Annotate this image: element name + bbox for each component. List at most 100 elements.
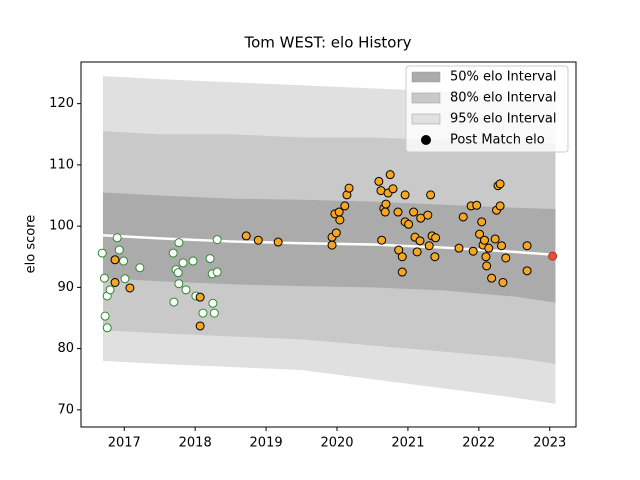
legend-marker	[421, 135, 431, 145]
x-tick-label: 2019	[250, 436, 283, 451]
post-match-point	[212, 267, 222, 277]
post-match-point	[548, 251, 558, 261]
legend-label: 50% elo Interval	[450, 70, 557, 85]
post-match-point	[426, 190, 436, 200]
post-match-point	[331, 228, 341, 238]
post-match-point	[487, 273, 497, 283]
post-match-point	[501, 253, 511, 263]
post-match-point	[385, 170, 395, 180]
post-match-point	[120, 274, 130, 284]
legend-label: Post Match elo	[450, 133, 545, 148]
post-match-point	[490, 234, 500, 244]
post-match-point	[495, 201, 505, 211]
post-match-point	[472, 200, 482, 210]
post-match-point	[497, 241, 507, 251]
post-match-point	[110, 277, 120, 287]
post-match-point	[173, 268, 183, 278]
post-match-point	[169, 297, 179, 307]
post-match-point	[114, 245, 124, 255]
y-tick-label: 120	[49, 96, 74, 111]
y-tick-label: 70	[57, 402, 74, 417]
post-match-point	[212, 235, 222, 245]
post-match-point	[110, 255, 120, 265]
x-tick-label: 2018	[179, 436, 212, 451]
post-match-point	[468, 246, 478, 256]
axes-frame	[80, 61, 577, 428]
post-match-point	[241, 231, 251, 241]
post-match-point	[381, 199, 391, 209]
post-match-point	[195, 321, 205, 331]
post-match-point	[377, 235, 387, 245]
y-axis-label: elo score	[24, 215, 39, 274]
post-match-point	[454, 243, 464, 253]
post-match-point	[458, 212, 468, 222]
post-match-point	[174, 238, 184, 248]
post-match-point	[198, 308, 208, 318]
post-match-point	[174, 279, 184, 289]
post-match-point	[424, 241, 434, 251]
post-match-point	[125, 283, 135, 293]
x-tick-label: 2017	[108, 436, 141, 451]
post-match-point	[178, 258, 188, 268]
post-match-point	[380, 207, 390, 217]
post-match-point	[477, 217, 487, 227]
legend-box	[405, 65, 569, 153]
post-match-point	[119, 256, 129, 266]
post-match-point	[195, 292, 205, 302]
post-match-point	[522, 266, 532, 276]
post-match-point	[522, 241, 532, 251]
post-match-point	[208, 298, 218, 308]
post-match-point	[498, 277, 508, 287]
post-match-point	[97, 248, 107, 258]
post-match-point	[273, 237, 283, 247]
y-tick-label: 90	[57, 280, 74, 295]
post-match-point	[388, 184, 398, 194]
post-match-point	[475, 229, 485, 239]
legend: 50% elo Interval 80% elo Interval 95% elo …	[405, 65, 569, 153]
post-match-point	[105, 285, 115, 295]
post-match-point	[484, 243, 494, 253]
x-tick-label: 2023	[533, 436, 566, 451]
x-tick-label: 2020	[320, 436, 353, 451]
post-match-point	[344, 183, 354, 193]
post-match-point	[374, 176, 384, 186]
mean-line	[102, 234, 556, 257]
y-tick-label: 100	[49, 219, 74, 234]
post-match-point	[253, 235, 263, 245]
post-match-point	[430, 252, 440, 262]
post-match-point	[335, 215, 345, 225]
post-match-point	[409, 207, 419, 217]
post-match-point	[209, 308, 219, 318]
legend-swatch	[411, 113, 441, 125]
x-tick-label: 2022	[462, 436, 495, 451]
legend-label: 95% elo Interval	[450, 112, 557, 127]
chart-title: Tom WEST: elo History	[243, 34, 411, 52]
post-match-point	[412, 247, 422, 257]
post-match-point	[205, 254, 215, 264]
legend-swatch	[411, 92, 441, 104]
post-match-point	[400, 190, 410, 200]
post-match-point	[481, 252, 491, 262]
y-tick-label: 110	[49, 157, 74, 172]
post-match-point	[102, 323, 112, 333]
post-match-point	[423, 210, 433, 220]
post-match-point	[397, 252, 407, 262]
post-match-point	[168, 248, 178, 258]
legend-swatch	[411, 71, 441, 83]
y-tick-label: 80	[57, 341, 74, 356]
post-match-point	[397, 267, 407, 277]
post-match-point	[135, 263, 145, 273]
post-match-point	[99, 273, 109, 283]
legend-label: 80% elo Interval	[450, 91, 557, 106]
post-match-point	[415, 236, 425, 246]
post-match-point	[100, 311, 110, 321]
post-match-point	[112, 233, 122, 243]
post-match-point	[482, 261, 492, 271]
post-match-point	[340, 201, 350, 211]
post-match-point	[188, 256, 198, 266]
x-tick-label: 2021	[391, 436, 424, 451]
post-match-point	[327, 240, 337, 250]
post-match-point	[431, 233, 441, 243]
post-match-point	[393, 207, 403, 217]
